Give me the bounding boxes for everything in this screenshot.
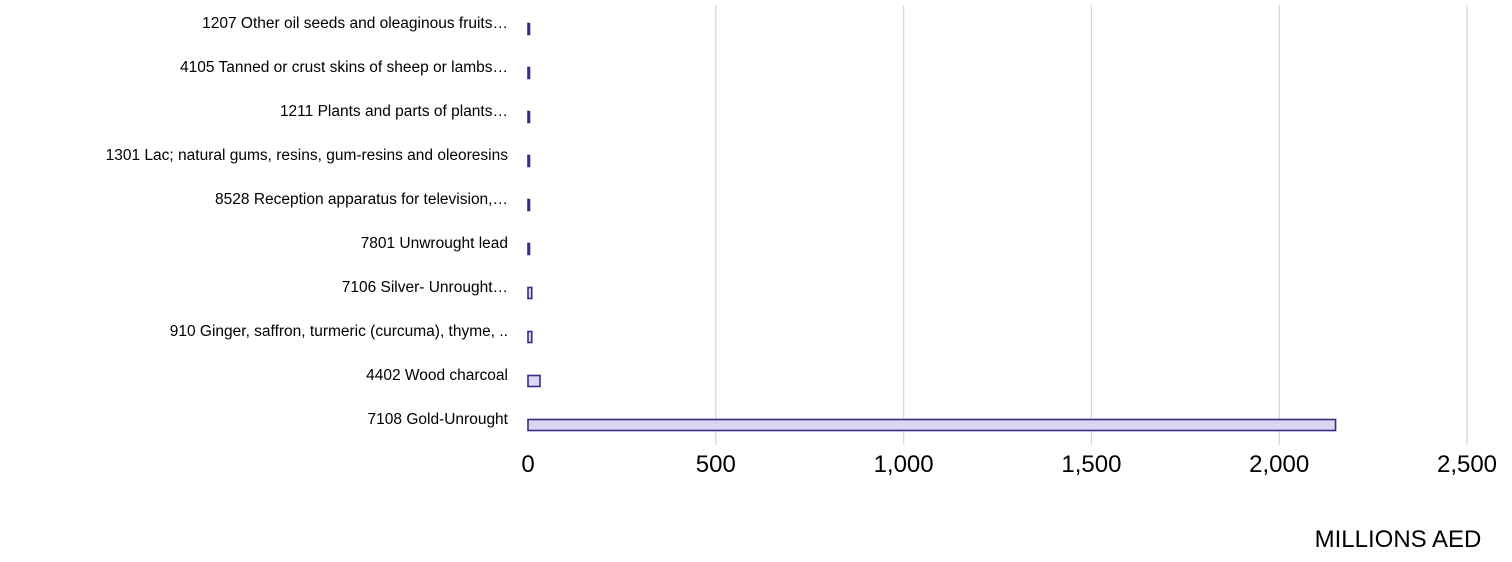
x-tick-label: 500 bbox=[696, 451, 736, 478]
category-label: 910 Ginger, saffron, turmeric (curcuma),… bbox=[170, 323, 508, 340]
bar bbox=[527, 242, 531, 256]
bar bbox=[527, 154, 531, 168]
bar bbox=[527, 418, 1337, 432]
bar bbox=[527, 286, 533, 300]
bar bbox=[527, 66, 531, 80]
category-label: 1207 Other oil seeds and oleaginous frui… bbox=[202, 15, 508, 32]
category-label: 8528 Reception apparatus for television,… bbox=[215, 191, 508, 208]
category-label: 1301 Lac; natural gums, resins, gum-resi… bbox=[106, 147, 509, 164]
x-tick-label: 1,000 bbox=[874, 451, 934, 478]
bar bbox=[527, 22, 531, 36]
bar bbox=[527, 198, 531, 212]
x-tick-label: 2,500 bbox=[1437, 451, 1497, 478]
x-tick-label: 2,000 bbox=[1249, 451, 1309, 478]
bars bbox=[527, 22, 1337, 432]
x-tick-label: 1,500 bbox=[1061, 451, 1121, 478]
bar bbox=[527, 374, 541, 388]
x-tick-label: 0 bbox=[521, 451, 534, 478]
bar bbox=[527, 330, 533, 344]
x-axis-title: MILLIONS AED bbox=[1315, 526, 1482, 553]
category-label: 7801 Unwrought lead bbox=[361, 235, 508, 252]
gridlines bbox=[715, 5, 1468, 445]
category-label: 7106 Silver- Unrought… bbox=[342, 279, 508, 296]
bar bbox=[527, 110, 531, 124]
category-label: 4402 Wood charcoal bbox=[366, 367, 508, 384]
category-label: 7108 Gold-Unrought bbox=[368, 411, 509, 428]
category-label: 4105 Tanned or crust skins of sheep or l… bbox=[180, 59, 508, 76]
x-tick-labels: 0 500 1,000 1,500 2,000 2,500 bbox=[521, 451, 1497, 478]
category-label: 1211 Plants and parts of plants… bbox=[280, 103, 508, 120]
category-labels: 1207 Other oil seeds and oleaginous frui… bbox=[106, 15, 509, 428]
